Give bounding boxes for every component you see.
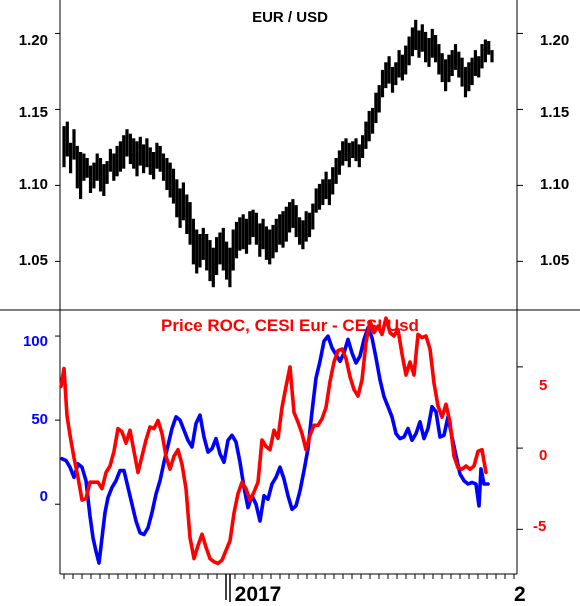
tick-label-1-15-right: 1.15: [540, 104, 569, 121]
bottom-right-tick-labels: 5 0 -5: [533, 377, 547, 535]
tick-label-1-05-right: 1.05: [540, 252, 569, 269]
top-chart-title: EUR / USD: [252, 9, 328, 26]
tick-label-1-20-left: 1.20: [19, 32, 48, 49]
tick-label-100-left: 100: [23, 333, 48, 350]
bottom-axis-ticks: [55, 335, 523, 530]
tick-label-1-10-left: 1.10: [19, 176, 48, 193]
top-right-tick-labels: 1.20 1.15 1.10 1.05: [540, 32, 569, 269]
tick-label-1-20-right: 1.20: [540, 32, 569, 49]
tick-label-0-right: 0: [539, 447, 547, 464]
tick-label-neg5-right: -5: [533, 518, 546, 535]
x-tick-label-2017: 2017: [235, 583, 282, 606]
bottom-chart-title: Price ROC, CESI Eur - CESI Usd: [161, 316, 419, 335]
tick-label-5-right: 5: [539, 377, 547, 394]
tick-label-1-05-left: 1.05: [19, 252, 48, 269]
tick-label-50-left: 50: [31, 411, 48, 428]
bottom-left-tick-labels: 100 50 0: [23, 333, 48, 505]
tick-label-1-10-right: 1.10: [540, 176, 569, 193]
tick-label-0-left: 0: [40, 488, 48, 505]
tick-label-1-15-left: 1.15: [19, 104, 48, 121]
red-series-line: [59, 316, 488, 566]
x-tick-label-next-year: 2: [514, 583, 526, 606]
eurusd-price-bars: [62, 19, 494, 288]
roc-cesi-lines: [59, 316, 490, 566]
top-left-tick-labels: 1.20 1.15 1.10 1.05: [19, 32, 48, 269]
blue-series-line: [60, 325, 490, 565]
top-axis-ticks: [55, 32, 523, 262]
x-axis-ticks: [63, 574, 515, 602]
